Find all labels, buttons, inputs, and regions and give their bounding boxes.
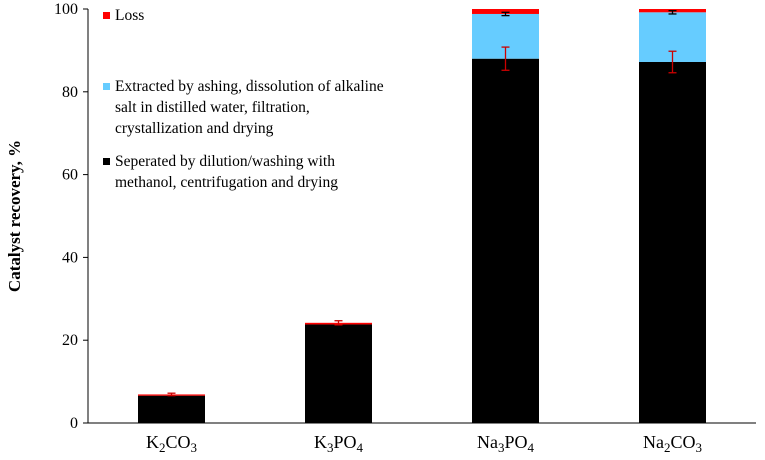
bar-segment (639, 61, 706, 423)
legend-label: Loss (115, 7, 144, 24)
x-category-label: Na3PO4 (477, 432, 535, 455)
legend-label: salt in distilled water, filtration, (115, 99, 310, 116)
error-bar (501, 11, 510, 17)
x-category-label: K3PO4 (314, 432, 364, 455)
legend-label: methanol, centrifugation and drying (115, 174, 338, 191)
legend-swatch (103, 83, 110, 90)
error-bar (167, 392, 176, 397)
y-tick-label: 0 (70, 415, 78, 432)
y-tick-label: 60 (62, 167, 78, 184)
y-tick-label: 40 (62, 249, 78, 266)
y-ticks: 0 20 40 60 80 100 (54, 1, 88, 432)
x-category-label: Na2CO3 (643, 432, 702, 455)
y-tick-label: 100 (54, 1, 78, 18)
error-bar (668, 10, 677, 15)
y-axis-label: Catalyst recovery, % (5, 140, 24, 292)
legend-item: Seperated by dilution/washing with methan… (103, 153, 338, 191)
error-bar (334, 320, 343, 326)
x-category-labels: K2CO3 K3PO4 Na3PO4 Na2CO3 (146, 432, 702, 455)
legend-item: Loss (103, 7, 144, 24)
error-bar (501, 46, 510, 71)
y-tick-label: 20 (62, 332, 78, 349)
error-bars (167, 10, 677, 397)
legend-label: Extracted by ashing, dissolution of alka… (115, 78, 384, 95)
bar-segment (305, 324, 372, 423)
bar-segment (138, 395, 205, 423)
bar-segment (472, 58, 539, 424)
legend-label: crystallization and drying (115, 120, 274, 137)
legend: Loss Extracted by ashing, dissolution of … (103, 7, 384, 191)
bar-segment (472, 9, 539, 14)
error-bar (668, 50, 677, 74)
legend-label: Seperated by dilution/washing with (115, 153, 335, 170)
y-tick-label: 80 (62, 84, 78, 101)
legend-swatch (103, 12, 110, 19)
legend-swatch (103, 158, 110, 165)
x-category-label: K2CO3 (146, 432, 197, 455)
bars (138, 9, 706, 424)
legend-item: Extracted by ashing, dissolution of alka… (103, 78, 384, 137)
